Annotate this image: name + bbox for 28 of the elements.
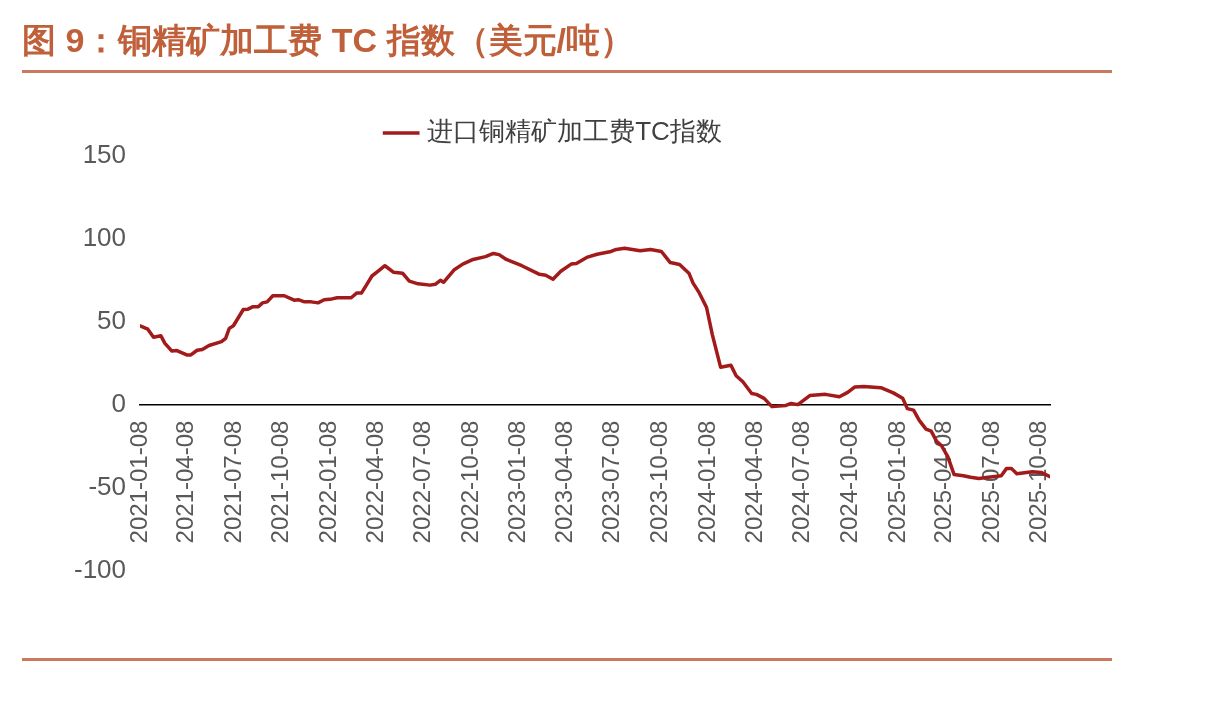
y-tick-label: -100 bbox=[73, 553, 127, 584]
x-tick-label: 2023-01-08 bbox=[503, 420, 531, 544]
y-tick-label: 50 bbox=[97, 304, 127, 335]
x-tick-label: 2024-01-08 bbox=[692, 420, 720, 544]
x-tick-label: 2022-04-08 bbox=[360, 420, 388, 544]
x-tick-label: 2021-04-08 bbox=[171, 420, 199, 544]
x-tick-label: 2023-04-08 bbox=[550, 420, 578, 544]
x-tick-label: 2021-01-08 bbox=[124, 420, 152, 544]
x-tick-label: 2022-10-08 bbox=[455, 420, 483, 544]
legend-label: 进口铜精矿加工费TC指数 bbox=[427, 116, 722, 147]
x-tick-label: 2024-04-08 bbox=[739, 420, 767, 544]
y-tick-label: 150 bbox=[82, 139, 127, 170]
x-tick-label: 2022-01-08 bbox=[314, 420, 342, 544]
x-tick-label: 2025-07-08 bbox=[976, 420, 1004, 544]
x-tick-label: 2022-07-08 bbox=[407, 420, 435, 544]
x-tick-label: 2024-10-08 bbox=[834, 420, 862, 544]
x-tick-label: 2023-07-08 bbox=[597, 420, 625, 544]
y-tick-label: 100 bbox=[82, 222, 127, 253]
y-tick-label: 0 bbox=[111, 387, 127, 418]
y-tick-label: -50 bbox=[88, 470, 127, 501]
x-tick-label: 2023-10-08 bbox=[645, 420, 673, 544]
chart-title: 图 9：铜精矿加工费 TC 指数（美元/吨） bbox=[22, 18, 1112, 73]
x-tick-label: 2024-07-08 bbox=[787, 420, 815, 544]
x-tick-label: 2025-01-08 bbox=[882, 420, 910, 544]
x-tick-label: 2021-07-08 bbox=[218, 420, 246, 544]
x-tick-label: 2025-10-08 bbox=[1024, 420, 1052, 544]
x-tick-label: 2021-10-08 bbox=[266, 420, 294, 544]
x-tick-label: 2025-04-08 bbox=[929, 420, 957, 544]
